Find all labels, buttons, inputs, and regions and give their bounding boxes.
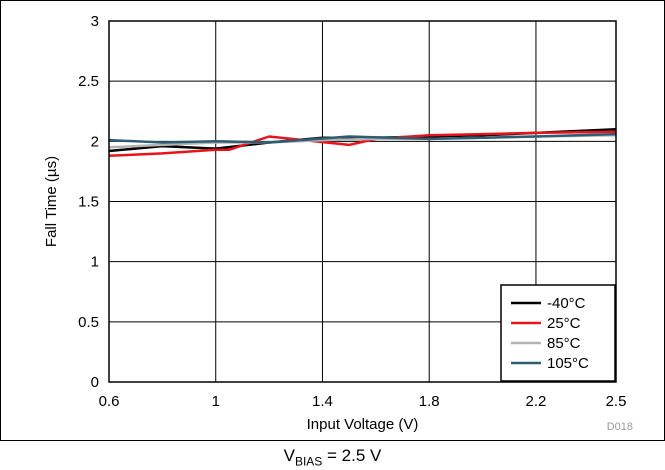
caption-main: V [283, 446, 295, 465]
y-tick-label: 2.5 [78, 73, 99, 90]
legend-label: 25°C [547, 315, 581, 332]
grid [108, 20, 617, 383]
axes: 0.6 1 1.4 1.8 2.2 2.5 0 0.5 1 1.5 2 2.5 3 [78, 13, 626, 410]
y-tick-label: 0.5 [78, 314, 99, 331]
legend-box [500, 284, 616, 382]
x-tick-label: 1.4 [312, 393, 333, 410]
x-tick-label: 2.2 [526, 393, 547, 410]
plot-border [108, 20, 617, 383]
x-tick-label: 1.8 [419, 393, 440, 410]
chart: 0.6 1 1.4 1.8 2.2 2.5 0 0.5 1 1.5 2 2.5 3 -40°C 25°C 8… [43, 13, 633, 433]
y-tick-label: 1.5 [78, 194, 99, 211]
y-tick-label: 1 [91, 254, 99, 271]
y-tick-label: 2 [91, 133, 99, 150]
series-line-3 [108, 132, 617, 144]
x-axis-title: Input Voltage (V) [307, 416, 419, 433]
x-tick-label: 1 [212, 393, 220, 410]
caption-rest: = 2.5 V [322, 446, 382, 465]
series-line-1 [108, 130, 617, 158]
y-axis-title: Fall Time (µs) [43, 156, 60, 247]
series-lines [108, 128, 617, 158]
legend-label: 105°C [547, 355, 589, 372]
caption-subscript: BIAS [294, 454, 323, 469]
caption: VBIAS = 2.5 V [0, 446, 665, 468]
y-tick-label: 3 [91, 13, 99, 30]
legend-label: -40°C [547, 295, 586, 312]
figure-id: D018 [607, 421, 633, 433]
legend: -40°C 25°C 85°C 105°C [500, 284, 616, 382]
figure-frame: 0.6 1 1.4 1.8 2.2 2.5 0 0.5 1 1.5 2 2.5 3 -40°C 25°C 8… [0, 0, 665, 441]
legend-label: 85°C [547, 335, 581, 352]
x-tick-label: 2.5 [606, 393, 627, 410]
x-tick-label: 0.6 [99, 393, 120, 410]
y-tick-label: 0 [91, 374, 99, 391]
